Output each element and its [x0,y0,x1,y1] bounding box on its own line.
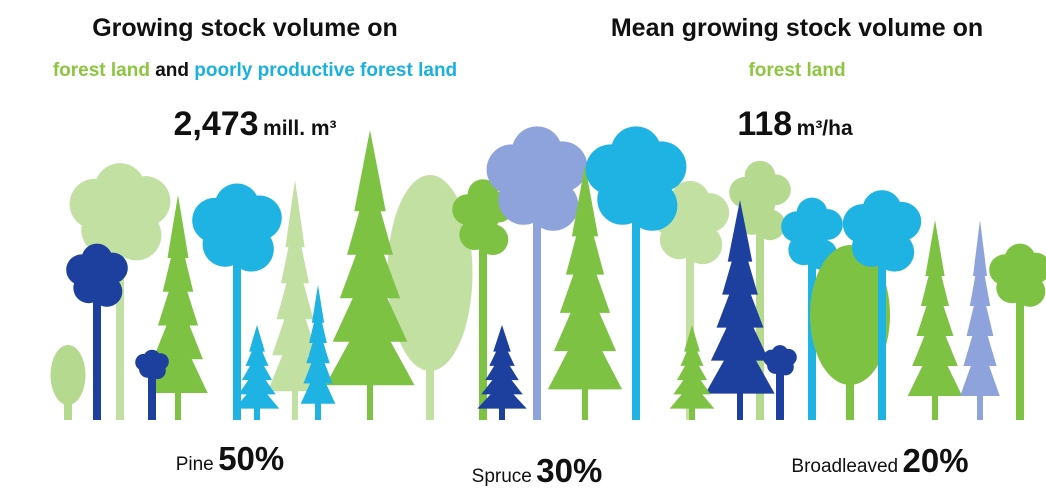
subtitle-part: and [155,60,189,81]
species-name: Broadleaved [791,456,898,477]
species-name: Spruce [472,466,532,487]
species-label: Spruce 30% [472,452,603,489]
left-value: 2,473 mill. m³ [173,105,336,143]
tree-part [960,340,1000,396]
tree-part [82,262,113,293]
species-share: 20% [903,442,969,479]
tree [670,325,715,420]
value: 2,473 [173,105,258,143]
tree-part [215,208,260,253]
tree-part [862,214,901,253]
tree-part [772,353,789,370]
tree-part [611,156,661,206]
tree-part [1005,262,1036,293]
right-title: Mean growing stock volume on [611,14,983,42]
tree [235,325,280,420]
tree-part [95,189,145,239]
species-label: Pine 50% [176,440,285,477]
subtitle-part: forest land [53,60,150,81]
tree-part [745,188,776,219]
tree [51,345,86,420]
tree-part [51,345,86,405]
tree-part [797,221,828,252]
left-title: Growing stock volume on [92,14,398,42]
tree-part [670,382,715,409]
tree-part [705,332,774,394]
tree-part [512,156,562,206]
tree [960,220,1000,420]
tree-illustration [51,126,1046,420]
right-subtitle: forest land [748,60,845,81]
species-label: Broadleaved 20% [791,442,968,479]
tree-part [548,318,622,389]
species-share: 50% [218,440,284,477]
tree-part [468,204,499,235]
species-share: 30% [536,452,602,489]
tree [908,220,962,420]
left-subtitle: forest land and poorly productive forest… [53,60,457,81]
tree-part [144,357,161,374]
unit: mill. m³ [263,117,337,140]
tree-part [908,340,962,396]
value: 118 [737,105,792,143]
subtitle-part: poorly productive forest land [194,60,457,81]
infographic: Growing stock volume on forest land and … [0,0,1046,489]
unit: m³/ha [797,117,853,140]
right-value: 118 m³/ha [737,105,853,143]
species-name: Pine [176,454,214,475]
